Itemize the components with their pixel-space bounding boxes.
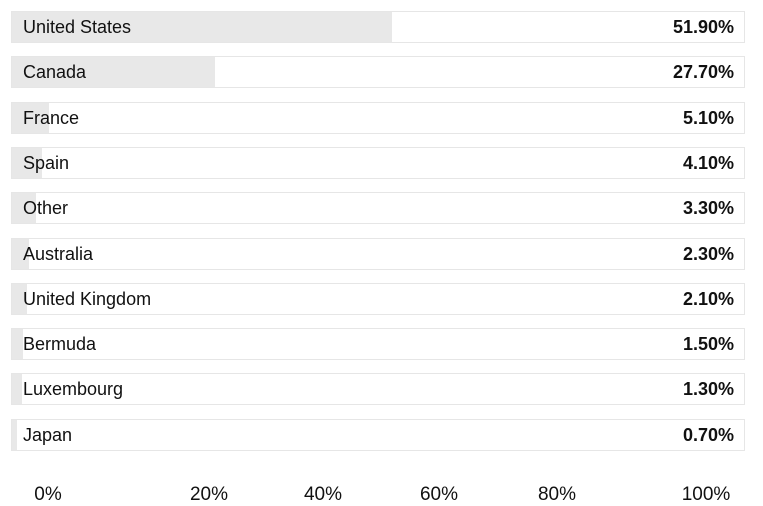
bar-row: France 5.10% bbox=[11, 102, 745, 134]
bar-fill bbox=[12, 329, 23, 359]
x-tick-label: 0% bbox=[34, 484, 62, 505]
bar-value-label: 3.30% bbox=[682, 198, 734, 218]
bar-label: Australia bbox=[23, 244, 94, 264]
bar-value-label: 2.10% bbox=[682, 289, 734, 309]
bar-label: Bermuda bbox=[23, 334, 97, 354]
bar-value-label: 1.50% bbox=[682, 334, 734, 354]
bar-row: Luxembourg 1.30% bbox=[11, 373, 745, 405]
bar-label: Canada bbox=[23, 62, 87, 82]
bar-fill bbox=[12, 193, 37, 223]
bar-row: Australia 2.30% bbox=[11, 238, 745, 270]
bar-row: Spain 4.10% bbox=[11, 147, 745, 179]
bar-label: Spain bbox=[23, 153, 70, 173]
bar-fill bbox=[12, 420, 18, 450]
bar-value-label: 51.90% bbox=[672, 17, 734, 37]
bar-row: Japan 0.70% bbox=[11, 419, 745, 451]
bar-label: Luxembourg bbox=[23, 379, 124, 399]
x-tick-label: 20% bbox=[189, 484, 229, 505]
bar-label: Japan bbox=[23, 425, 73, 445]
bar-fill bbox=[12, 284, 28, 314]
bar-value-label: 2.30% bbox=[682, 244, 734, 264]
x-tick-label: 80% bbox=[537, 484, 577, 505]
bar-value-label: 1.30% bbox=[682, 379, 734, 399]
x-tick-label: 40% bbox=[303, 484, 343, 505]
bar-row: Other 3.30% bbox=[11, 192, 745, 224]
bar-fill bbox=[12, 374, 22, 404]
bar-fill bbox=[12, 12, 392, 42]
bar-value-label: 27.70% bbox=[672, 62, 734, 82]
bar-row: Bermuda 1.50% bbox=[11, 328, 745, 360]
bar-fill bbox=[12, 148, 42, 178]
bar-value-label: 0.70% bbox=[682, 425, 734, 445]
bar-value-label: 5.10% bbox=[682, 108, 734, 128]
bar-label: United States bbox=[23, 17, 132, 37]
bar-row: Canada 27.70% bbox=[11, 56, 745, 88]
bar-value-label: 4.10% bbox=[682, 153, 734, 173]
bar-row: United States 51.90% bbox=[11, 11, 745, 43]
bar-label: Other bbox=[23, 198, 69, 218]
x-tick-label: 100% bbox=[681, 484, 731, 505]
bar-fill bbox=[12, 239, 29, 269]
x-tick-label: 60% bbox=[419, 484, 459, 505]
bar-fill bbox=[12, 57, 215, 87]
bar-label: United Kingdom bbox=[23, 289, 152, 309]
bar-fill bbox=[12, 103, 50, 133]
bar-label: France bbox=[23, 108, 80, 128]
bar-row: United Kingdom 2.10% bbox=[11, 283, 745, 315]
